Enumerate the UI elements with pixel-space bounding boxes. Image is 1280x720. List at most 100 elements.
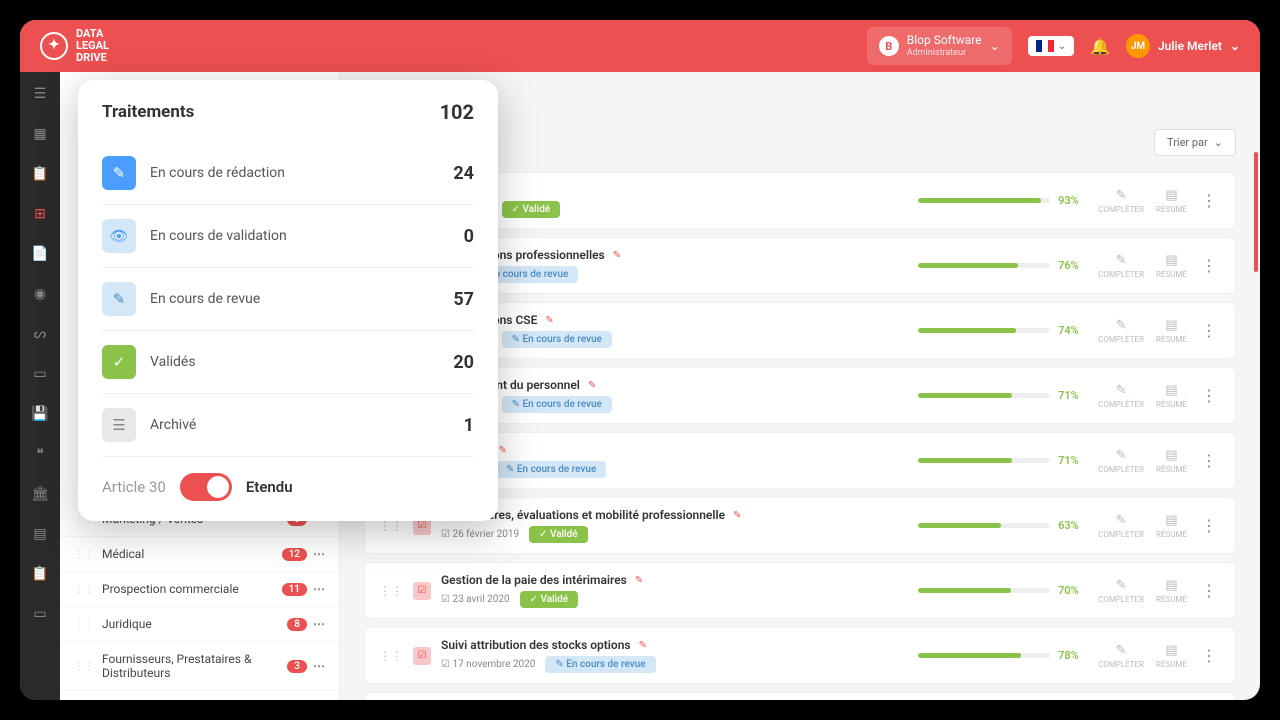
progress-percent: 63% xyxy=(1058,519,1088,532)
edit-icon[interactable]: ✎ xyxy=(545,315,553,326)
notifications-button[interactable]: 🔔 xyxy=(1090,37,1110,56)
edit-box-icon: ✎ xyxy=(1116,643,1127,658)
popup-status-item[interactable]: ✓ Validés 20 xyxy=(102,331,474,394)
chevron-down-icon: ⌄ xyxy=(1058,41,1066,52)
extended-toggle[interactable] xyxy=(180,473,232,501)
treatment-checkbox[interactable]: ☑ xyxy=(413,582,431,600)
toggle-knob xyxy=(207,476,229,498)
completer-button[interactable]: ✎COMPLÉTER xyxy=(1098,253,1144,279)
popup-status-item[interactable]: ✎ En cours de rédaction 24 xyxy=(102,142,474,205)
edit-icon[interactable]: ✎ xyxy=(588,380,596,391)
completer-button[interactable]: ✎COMPLÉTER xyxy=(1098,188,1144,214)
nav-building-icon[interactable]: ▦ xyxy=(30,124,50,144)
org-selector[interactable]: B Blop Software Administrateur ⌄ xyxy=(867,27,1012,64)
edit-icon[interactable]: ✎ xyxy=(499,445,507,456)
nav-file-icon[interactable]: ▭ xyxy=(30,364,50,384)
completer-button[interactable]: ✎COMPLÉTER xyxy=(1098,448,1144,474)
row-more-icon[interactable]: ⋮ xyxy=(1197,581,1221,600)
category-item[interactable]: ⋮⋮ Médical 12 ⋯ xyxy=(60,537,339,572)
row-more-icon[interactable]: ⋮ xyxy=(1197,451,1221,470)
document-icon: ▤ xyxy=(1165,383,1177,398)
completer-button[interactable]: ✎COMPLÉTER xyxy=(1098,383,1144,409)
resume-button[interactable]: ▤RÉSUMÉ xyxy=(1156,643,1187,669)
popup-status-item[interactable]: ✎ En cours de revue 57 xyxy=(102,268,474,331)
category-more-icon[interactable]: ⋯ xyxy=(313,617,325,631)
nav-list-icon[interactable]: ▤ xyxy=(30,524,50,544)
status-count: 57 xyxy=(453,289,474,310)
category-item[interactable]: ⋮⋮ Juridique 8 ⋯ xyxy=(60,607,339,642)
resume-button[interactable]: ▤RÉSUMÉ xyxy=(1156,253,1187,279)
completer-button[interactable]: ✎COMPLÉTER xyxy=(1098,578,1144,604)
completer-button[interactable]: ✎COMPLÉTER xyxy=(1098,643,1144,669)
popup-status-item[interactable]: ☰ Archivé 1 xyxy=(102,394,474,457)
edit-box-icon: ✎ xyxy=(1116,448,1127,463)
nav-stethoscope-icon[interactable]: ᔕ xyxy=(30,324,50,344)
row-more-icon[interactable]: ⋮ xyxy=(1197,256,1221,275)
nav-building2-icon[interactable]: 🏛 xyxy=(30,484,50,504)
progress-container: 78% xyxy=(918,649,1088,662)
brand-text-3: DRIVE xyxy=(76,52,109,64)
drag-handle-icon[interactable]: ⋮⋮ xyxy=(379,584,403,598)
nav-clipboard-icon[interactable]: 📋 xyxy=(30,564,50,584)
completer-button[interactable]: ✎COMPLÉTER xyxy=(1098,318,1144,344)
edit-icon[interactable]: ✎ xyxy=(635,575,643,586)
nav-save-icon[interactable]: 💾 xyxy=(30,404,50,424)
category-more-icon[interactable]: ⋯ xyxy=(313,582,325,596)
row-more-icon[interactable]: ⋮ xyxy=(1197,191,1221,210)
progress-percent: 70% xyxy=(1058,584,1088,597)
nav-menu-icon[interactable]: ☰ xyxy=(30,84,50,104)
resume-button[interactable]: ▤RÉSUMÉ xyxy=(1156,318,1187,344)
nav-grid-icon[interactable]: ⊞ xyxy=(30,204,50,224)
status-label: En cours de rédaction xyxy=(150,165,453,181)
brand-logo: ✦ DATA LEGAL DRIVE xyxy=(40,28,109,64)
category-item[interactable]: ⋮⋮ Fournisseurs, Prestataires & Distribu… xyxy=(60,642,339,691)
language-selector[interactable]: ⌄ xyxy=(1028,36,1074,56)
row-more-icon[interactable]: ⋮ xyxy=(1197,516,1221,535)
popup-footer-right: Etendu xyxy=(246,478,293,496)
nav-card-icon[interactable]: ▭ xyxy=(30,604,50,624)
resume-button[interactable]: ▤RÉSUMÉ xyxy=(1156,188,1187,214)
row-more-icon[interactable]: ⋮ xyxy=(1197,321,1221,340)
org-role: Administrateur xyxy=(907,48,982,59)
nav-circle-icon[interactable]: ◉ xyxy=(30,284,50,304)
drag-handle-icon[interactable]: ⋮⋮ xyxy=(379,649,403,663)
progress-container: 70% xyxy=(918,584,1088,597)
edit-icon[interactable]: ✎ xyxy=(613,250,621,261)
edit-icon[interactable]: ✎ xyxy=(639,640,647,651)
resume-button[interactable]: ▤RÉSUMÉ xyxy=(1156,513,1187,539)
category-more-icon[interactable]: ⋯ xyxy=(313,659,325,673)
popup-status-item[interactable]: 👁 En cours de validation 0 xyxy=(102,205,474,268)
treatment-date: ☑ 26 février 2019 xyxy=(441,529,519,540)
edit-box-icon: ✎ xyxy=(1116,578,1127,593)
resume-button[interactable]: ▤RÉSUMÉ xyxy=(1156,578,1187,604)
nav-quote-icon[interactable]: ❝ xyxy=(30,444,50,464)
user-name: Julie Merlet xyxy=(1158,39,1222,53)
completer-button[interactable]: ✎COMPLÉTER xyxy=(1098,513,1144,539)
document-icon: ▤ xyxy=(1165,188,1177,203)
status-badge: ✎ En cours de revue xyxy=(502,331,612,348)
progress-container: 71% xyxy=(918,389,1088,402)
row-more-icon[interactable]: ⋮ xyxy=(1197,646,1221,665)
sort-button[interactable]: Trier par ⌄ xyxy=(1154,129,1236,156)
treatment-checkbox[interactable]: ☑ xyxy=(413,647,431,665)
status-count: 1 xyxy=(464,415,474,436)
drag-icon: ⋮⋮ xyxy=(74,584,94,595)
edit-icon[interactable]: ✎ xyxy=(733,510,741,521)
status-icon: ✎ xyxy=(102,282,136,316)
category-more-icon[interactable]: ⋯ xyxy=(313,547,325,561)
status-badge: ✎ En cours de revue xyxy=(545,656,655,673)
nav-calendar-icon[interactable]: 📋 xyxy=(30,164,50,184)
progress-percent: 71% xyxy=(1058,389,1088,402)
nav-document-icon[interactable]: 📄 xyxy=(30,244,50,264)
category-name: Médical xyxy=(102,547,282,561)
resume-button[interactable]: ▤RÉSUMÉ xyxy=(1156,448,1187,474)
category-count-badge: 12 xyxy=(282,548,307,561)
avatar: JM xyxy=(1126,34,1150,58)
status-count: 0 xyxy=(464,226,474,247)
document-icon: ▤ xyxy=(1165,578,1177,593)
user-menu[interactable]: JM Julie Merlet ⌄ xyxy=(1126,34,1240,58)
resume-button[interactable]: ▤RÉSUMÉ xyxy=(1156,383,1187,409)
row-more-icon[interactable]: ⋮ xyxy=(1197,386,1221,405)
category-item[interactable]: ⋮⋮ Prospection commerciale 11 ⋯ xyxy=(60,572,339,607)
progress-container: 71% xyxy=(918,454,1088,467)
